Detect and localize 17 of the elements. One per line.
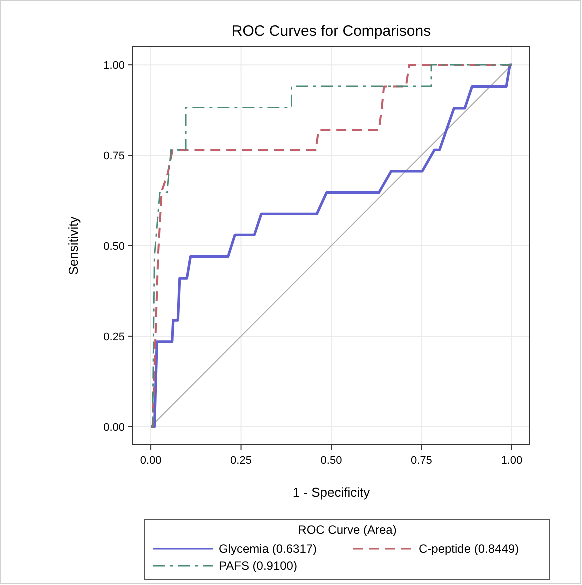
y-tick-label: 0.25	[104, 331, 125, 344]
x-tick-label: 0.00	[140, 455, 162, 467]
x-axis-title: 1 - Specificity	[292, 485, 371, 500]
y-tick-label: 1.00	[104, 60, 125, 72]
y-tick-label: 0.75	[104, 150, 125, 163]
x-tick-label: 1.00	[501, 455, 523, 467]
legend-label: PAFS (0.9100)	[219, 559, 298, 573]
x-tick-label: 0.50	[320, 455, 342, 467]
y-axis-title: Sensitivity	[66, 216, 81, 276]
y-tick-label: 0.00	[104, 422, 125, 434]
legend-label: C-peptide (0.8449)	[419, 542, 520, 556]
y-tick-label: 0.50	[104, 241, 125, 253]
x-tick-label: 0.25	[230, 455, 252, 467]
legend-label: Glycemia (0.6317)	[219, 542, 318, 556]
chart-title: ROC Curves for Comparisons	[232, 23, 432, 40]
legend-title: ROC Curve (Area)	[298, 523, 397, 537]
x-tick-label: 0.75	[411, 455, 432, 467]
